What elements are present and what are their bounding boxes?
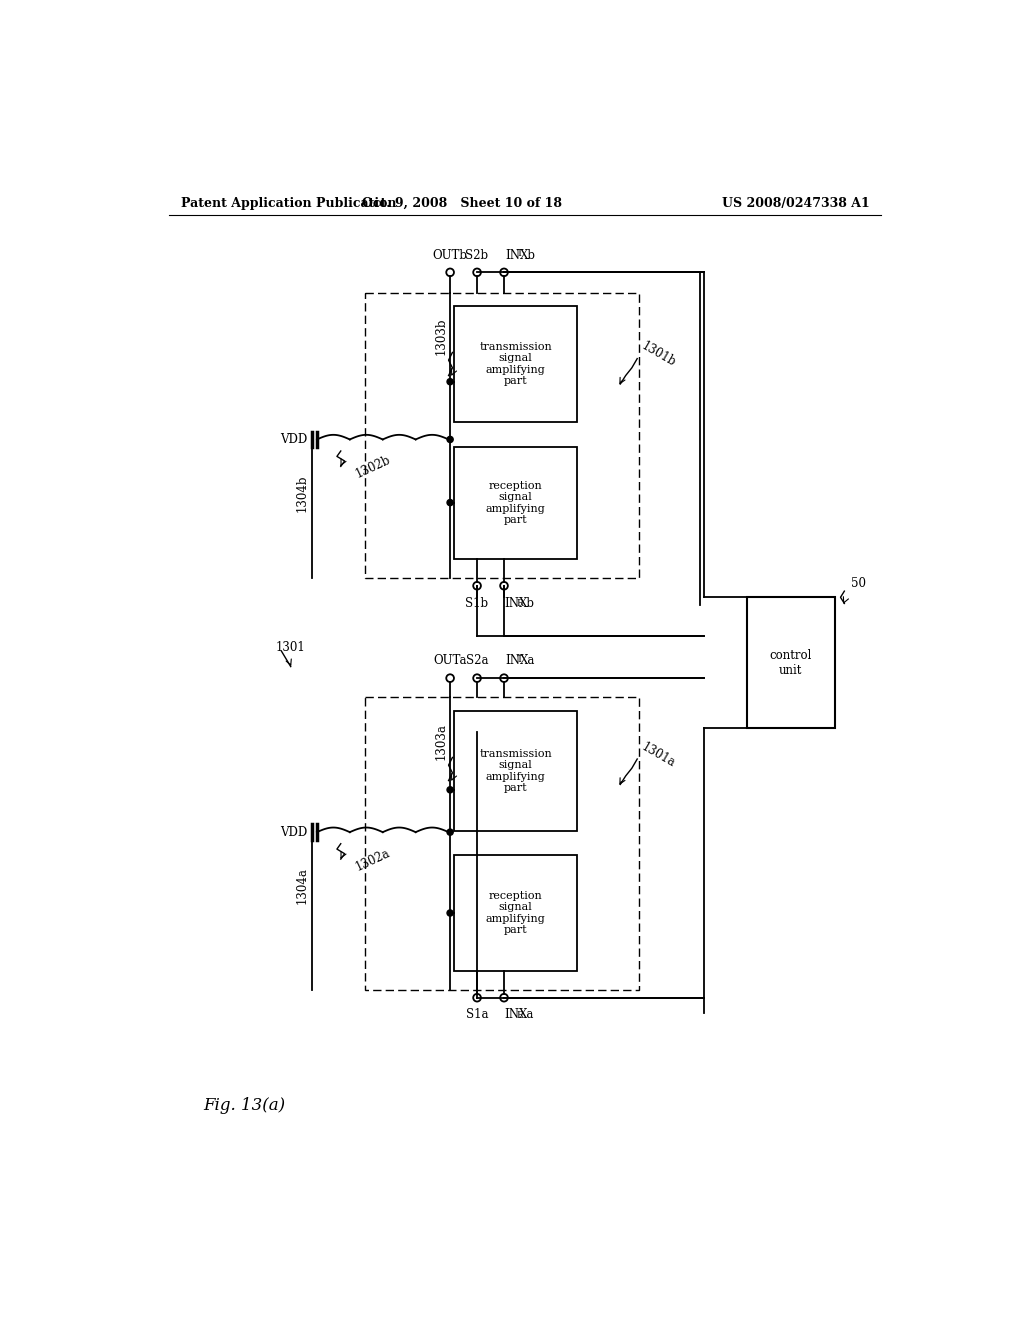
Text: Xb: Xb	[519, 597, 536, 610]
Text: Xa: Xa	[519, 1008, 535, 1022]
Bar	[454, 711, 578, 830]
Text: IN: IN	[506, 248, 520, 261]
Text: VDD: VDD	[281, 433, 307, 446]
Bar	[366, 293, 639, 578]
Bar	[454, 306, 578, 422]
Circle shape	[447, 379, 454, 385]
Text: 1301b: 1301b	[639, 339, 678, 370]
Text: 1302b: 1302b	[354, 453, 393, 480]
Bar	[366, 697, 639, 990]
Text: 1303a: 1303a	[435, 723, 447, 760]
Circle shape	[447, 909, 454, 916]
Text: S2a: S2a	[466, 655, 488, 668]
Text: reception
signal
amplifying
part: reception signal amplifying part	[485, 891, 546, 936]
Text: R: R	[516, 1011, 523, 1020]
Text: S1a: S1a	[466, 1008, 488, 1022]
Bar	[454, 855, 578, 970]
Text: VDD: VDD	[281, 825, 307, 838]
Bar	[746, 597, 836, 729]
Text: US 2008/0247338 A1: US 2008/0247338 A1	[722, 197, 869, 210]
Text: 1301: 1301	[275, 640, 305, 653]
Circle shape	[447, 499, 454, 506]
Text: Xa: Xa	[520, 655, 536, 668]
Text: IN: IN	[505, 1008, 520, 1022]
Bar	[454, 447, 578, 558]
Text: Patent Application Publication: Patent Application Publication	[180, 197, 396, 210]
Circle shape	[447, 437, 454, 442]
Text: Oct. 9, 2008   Sheet 10 of 18: Oct. 9, 2008 Sheet 10 of 18	[361, 197, 561, 210]
Text: OUTa: OUTa	[433, 655, 467, 668]
Text: 1304b: 1304b	[296, 475, 308, 512]
Text: R: R	[516, 599, 523, 607]
Text: OUTb: OUTb	[432, 248, 468, 261]
Text: T: T	[517, 249, 523, 259]
Text: S2b: S2b	[466, 248, 488, 261]
Text: Fig. 13(a): Fig. 13(a)	[204, 1097, 286, 1114]
Text: 50: 50	[851, 577, 865, 590]
Text: 1304a: 1304a	[296, 867, 308, 904]
Text: 1302a: 1302a	[354, 846, 392, 874]
Text: IN: IN	[506, 655, 520, 668]
Text: reception
signal
amplifying
part: reception signal amplifying part	[485, 480, 546, 525]
Text: transmission
signal
amplifying
part: transmission signal amplifying part	[479, 342, 552, 387]
Text: T: T	[517, 655, 523, 664]
Circle shape	[447, 829, 454, 836]
Text: 1301a: 1301a	[639, 741, 677, 770]
Circle shape	[447, 787, 454, 793]
Text: Xb: Xb	[520, 248, 537, 261]
Text: control
unit: control unit	[770, 648, 812, 677]
Text: 1303b: 1303b	[435, 318, 447, 355]
Text: transmission
signal
amplifying
part: transmission signal amplifying part	[479, 748, 552, 793]
Text: S1b: S1b	[466, 597, 488, 610]
Text: IN: IN	[505, 597, 520, 610]
